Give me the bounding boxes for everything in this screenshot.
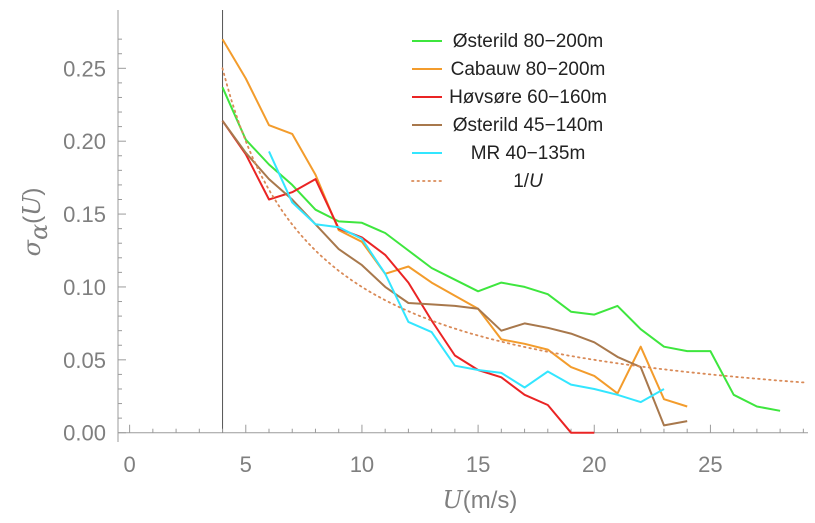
- legend-label: Høvsøre 60−160m: [449, 87, 607, 108]
- y-tick-label: 0.05: [63, 348, 106, 373]
- series-line-0: [221, 86, 781, 412]
- series-line-5: [221, 67, 807, 384]
- legend: Østerild 80−200m Cabauw 80−200m Høvsøre 60…: [411, 31, 607, 192]
- legend-label: Østerild 80−200m: [453, 31, 604, 52]
- x-tick-label: 25: [698, 452, 722, 477]
- y-tick-label: 0.25: [63, 56, 106, 81]
- x-tick-label: 10: [350, 452, 374, 477]
- legend-label: MR 40−135m: [471, 143, 586, 164]
- y-axis-title: σα(U): [18, 188, 53, 257]
- legend-label: 1/U: [513, 171, 543, 192]
- legend-label: Cabauw 80−200m: [451, 59, 606, 80]
- x-tick-label: 15: [466, 452, 490, 477]
- svg-text:σα(U): σα(U): [18, 188, 53, 257]
- axes: 0 5 10 15 20 25 0.00 0.05 0.10 0.15 0.20 0.25: [63, 10, 808, 477]
- x-tick-label: 5: [240, 452, 252, 477]
- y-tick-label: 0.10: [63, 275, 106, 300]
- x-axis-title: U(m/s): [443, 486, 518, 514]
- series-line-1: [221, 38, 688, 408]
- y-tick-label: 0.20: [63, 129, 106, 154]
- legend-label: Østerild 45−140m: [453, 115, 604, 136]
- plot-area: [221, 38, 807, 434]
- y-tick-label: 0.00: [63, 421, 106, 446]
- x-tick-label: 20: [582, 452, 606, 477]
- series-line-2: [221, 120, 595, 434]
- series-line-4: [268, 150, 665, 404]
- series-line-3: [221, 120, 688, 427]
- x-tick-label: 0: [123, 452, 135, 477]
- y-tick-label: 0.15: [63, 202, 106, 227]
